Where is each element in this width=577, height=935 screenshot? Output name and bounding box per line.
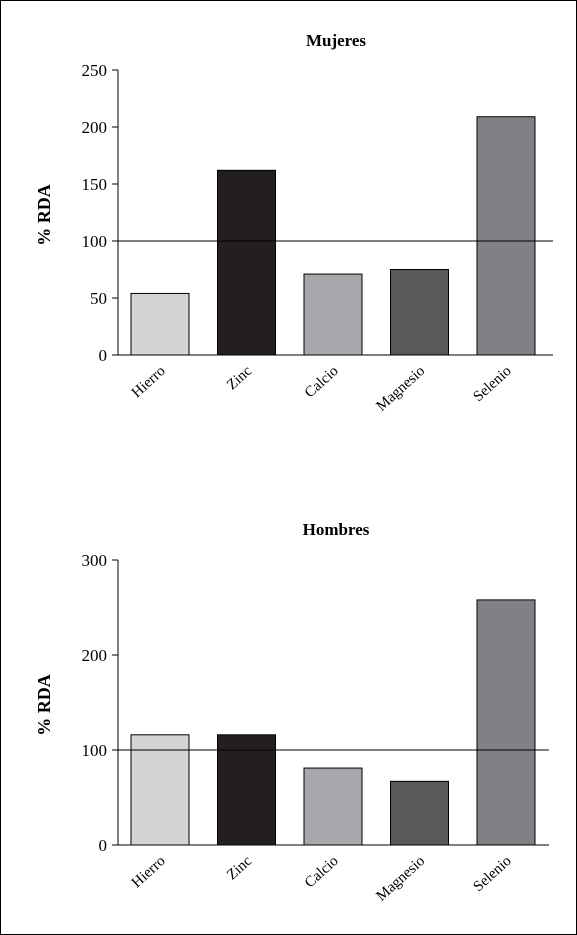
- x-tick-label: Calcio: [302, 363, 342, 401]
- y-axis-label: % RDA: [34, 184, 54, 246]
- y-tick-label: 100: [82, 741, 108, 760]
- bar-selenio: [476, 599, 536, 846]
- chart-2: Hombres % RDA 0 100 200 300 Hierro Zinc Calcio Ma…: [34, 520, 549, 905]
- y-tick-label: 0: [99, 346, 108, 365]
- chart-1: Mujeres % RDA 0 50 100 150 200 250 Hierro Zinc Cal…: [34, 31, 553, 415]
- y-tick-label: 50: [90, 289, 107, 308]
- x-tick-label: Zinc: [224, 363, 255, 394]
- y-tick-label: 300: [82, 551, 108, 570]
- y-axis-label: % RDA: [34, 674, 54, 736]
- bar-magnesio: [390, 780, 449, 846]
- y-tick-label: 250: [82, 61, 108, 80]
- x-tick-label: Selenio: [471, 853, 515, 895]
- bar-calcio: [303, 273, 363, 356]
- bar-magnesio: [390, 269, 449, 356]
- bar-selenio: [476, 116, 536, 356]
- x-tick-label: Hierro: [129, 363, 169, 401]
- chart-title: Hombres: [303, 520, 370, 539]
- y-tick-label: 0: [99, 836, 108, 855]
- bar-zinc: [217, 169, 276, 356]
- x-tick-label: Calcio: [302, 853, 342, 891]
- y-tick-label: 200: [82, 646, 108, 665]
- chart-title: Mujeres: [306, 31, 366, 50]
- x-tick-label: Magnesio: [373, 363, 428, 414]
- y-tick-label: 100: [82, 232, 108, 251]
- y-tick-label: 150: [82, 175, 108, 194]
- bar-calcio: [303, 767, 363, 846]
- x-tick-label: Zinc: [224, 853, 255, 884]
- bar-hierro: [130, 734, 190, 846]
- x-tick-label: Hierro: [129, 853, 169, 891]
- bar-zinc: [217, 734, 276, 846]
- x-tick-label: Selenio: [471, 363, 515, 405]
- x-tick-label: Magnesio: [373, 853, 428, 904]
- y-tick-label: 200: [82, 118, 108, 137]
- bar-hierro: [130, 292, 190, 356]
